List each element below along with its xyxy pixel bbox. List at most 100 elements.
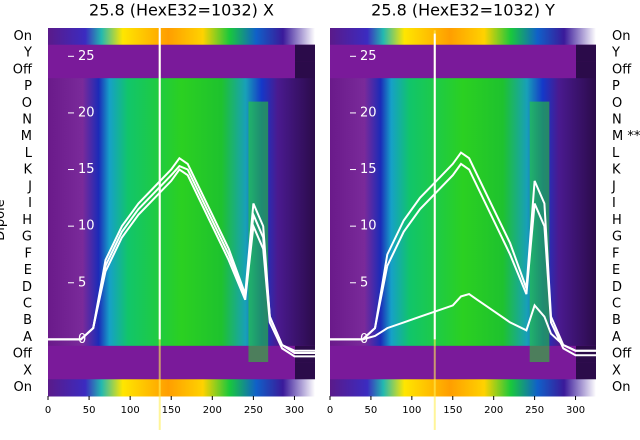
heatmap-row bbox=[330, 128, 596, 146]
x-tick-label: 200 bbox=[203, 405, 222, 416]
heatmap-row bbox=[330, 345, 596, 364]
heatmap-row bbox=[48, 362, 315, 380]
row-label: D bbox=[612, 280, 622, 295]
x-tick-label: 150 bbox=[443, 405, 462, 416]
heatmap-row bbox=[330, 161, 596, 180]
heatmap-row bbox=[48, 195, 315, 213]
heatmap-row-edge bbox=[295, 362, 315, 380]
heatmap-row bbox=[330, 329, 596, 347]
inner-tick-label: 5 bbox=[360, 275, 368, 290]
x-tick-label: 50 bbox=[365, 405, 378, 416]
row-label: Y bbox=[611, 46, 620, 61]
row-label: C bbox=[23, 297, 32, 312]
heatmap-row bbox=[48, 295, 315, 313]
heatmap-row bbox=[48, 329, 315, 347]
row-label: Off bbox=[612, 347, 632, 362]
x-tick-label: 300 bbox=[566, 405, 585, 416]
row-label: I bbox=[28, 196, 32, 211]
row-label: G bbox=[612, 230, 622, 245]
row-label: C bbox=[612, 297, 621, 312]
row-label: Off bbox=[13, 62, 33, 77]
heatmap-row bbox=[48, 78, 315, 96]
overlay-series-2 bbox=[330, 293, 596, 352]
x-tick-label: 0 bbox=[327, 405, 333, 416]
overlay-series-1 bbox=[330, 162, 596, 357]
heatmap-row bbox=[330, 278, 596, 297]
heatmap-row bbox=[48, 28, 315, 46]
heatmap-row bbox=[330, 245, 596, 263]
x-tick-label: 50 bbox=[83, 405, 96, 416]
heatmap-row-edge bbox=[295, 61, 315, 79]
row-label: X bbox=[612, 363, 621, 378]
row-label: E bbox=[612, 263, 620, 278]
inner-tick-label: 5 bbox=[78, 275, 86, 290]
overlay-series-2 bbox=[48, 168, 315, 358]
heatmap-row bbox=[330, 178, 596, 196]
x-tick-label: 100 bbox=[121, 405, 140, 416]
heatmap-row bbox=[330, 212, 596, 230]
row-label: On bbox=[612, 380, 630, 395]
heatmap-row bbox=[330, 295, 596, 313]
heatmap-row bbox=[48, 245, 315, 263]
heatmap-row bbox=[330, 379, 596, 397]
x-tick-label: 0 bbox=[45, 405, 51, 416]
row-label: J bbox=[27, 179, 32, 194]
row-label: F bbox=[25, 246, 32, 261]
heatmap-row bbox=[48, 44, 315, 62]
x-tick-label: 200 bbox=[484, 405, 503, 416]
inner-tick-label: 20 bbox=[78, 105, 95, 120]
row-label: On bbox=[14, 29, 32, 44]
heatmap-row bbox=[330, 44, 596, 62]
heatmap-row bbox=[330, 111, 596, 129]
row-label: O bbox=[612, 96, 622, 111]
heatmap-row bbox=[48, 178, 315, 196]
row-label: J bbox=[611, 179, 616, 194]
row-label: L bbox=[25, 146, 33, 161]
heatmap-row bbox=[48, 379, 315, 397]
row-label: P bbox=[612, 79, 620, 94]
streak-band bbox=[248, 101, 269, 363]
row-label: P bbox=[24, 79, 32, 94]
row-label: B bbox=[23, 313, 32, 328]
row-label: A bbox=[612, 330, 621, 345]
row-label: On bbox=[612, 29, 630, 44]
row-label: H bbox=[612, 213, 622, 228]
row-label: B bbox=[612, 313, 621, 328]
heatmap-row bbox=[330, 94, 596, 113]
heatmap-row bbox=[330, 61, 596, 79]
row-label: L bbox=[612, 146, 620, 161]
row-label: I bbox=[612, 196, 616, 211]
heatmap-row-edge bbox=[295, 345, 315, 364]
heatmap-row bbox=[330, 362, 596, 380]
x-tick-label: 100 bbox=[402, 405, 421, 416]
heatmap-row bbox=[48, 262, 315, 280]
inner-tick-label: 20 bbox=[360, 105, 377, 120]
heatmap-row bbox=[48, 111, 315, 129]
inner-tick-label: 10 bbox=[360, 219, 377, 234]
heatmap-row bbox=[330, 78, 596, 96]
heatmap-row bbox=[48, 94, 315, 113]
row-label: N bbox=[22, 113, 32, 128]
row-label: X bbox=[23, 363, 32, 378]
y-axis-label: Dipole bbox=[0, 199, 8, 240]
heatmap-row bbox=[330, 195, 596, 213]
row-label: M bbox=[21, 129, 32, 144]
row-label: N bbox=[612, 113, 622, 128]
row-label: Off bbox=[612, 62, 632, 77]
row-label: F bbox=[612, 246, 619, 261]
row-label: D bbox=[22, 280, 32, 295]
heatmap-row bbox=[48, 61, 315, 79]
heatmap-row-edge bbox=[576, 61, 596, 79]
row-label: K bbox=[23, 163, 32, 178]
heatmap-row-edge bbox=[576, 362, 596, 380]
heatmap-row bbox=[330, 262, 596, 280]
inner-tick-label: 25 bbox=[360, 49, 377, 64]
inner-tick-label: 15 bbox=[78, 162, 95, 177]
row-label: E bbox=[24, 263, 32, 278]
x-tick-label: 300 bbox=[285, 405, 304, 416]
heatmap-row-edge bbox=[295, 44, 315, 62]
heatmap-row bbox=[48, 145, 315, 163]
